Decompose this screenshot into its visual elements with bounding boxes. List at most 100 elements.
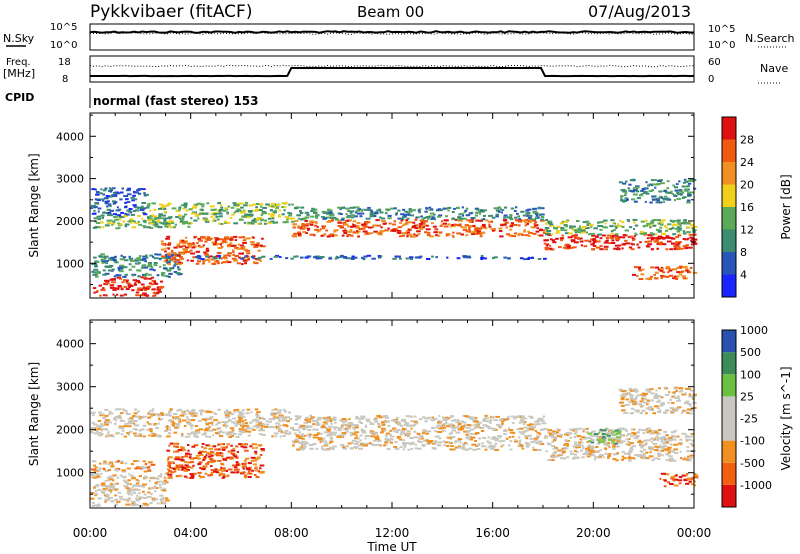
range-cell <box>690 239 693 242</box>
range-cell <box>306 213 310 216</box>
range-cell <box>217 427 221 430</box>
y-tick-label: 2000 <box>56 424 84 437</box>
range-cell <box>453 207 456 210</box>
range-cell <box>578 427 583 430</box>
range-cell <box>274 408 278 411</box>
range-cell <box>195 250 200 253</box>
range-cell <box>207 237 212 240</box>
range-cell <box>239 218 243 221</box>
range-cell <box>112 220 116 223</box>
range-cell <box>526 429 530 432</box>
range-cell <box>212 219 215 222</box>
range-cell <box>307 222 310 225</box>
range-cell <box>143 221 147 224</box>
range-cell <box>95 485 99 488</box>
range-cell <box>544 428 548 430</box>
range-cell <box>691 476 694 479</box>
range-cell <box>465 436 470 439</box>
range-cell <box>542 231 548 234</box>
range-cell <box>499 235 504 238</box>
range-cell <box>408 415 414 418</box>
range-cell <box>203 429 208 432</box>
range-cell <box>163 479 167 482</box>
range-cell <box>368 226 372 229</box>
range-cell <box>580 237 583 240</box>
range-cell <box>630 248 635 251</box>
range-cell <box>409 258 413 261</box>
range-cell <box>532 448 538 451</box>
range-cell <box>609 429 614 432</box>
range-cell <box>271 409 274 412</box>
nsearch-bottom-tick: 10^0 <box>708 40 735 51</box>
range-cell <box>419 223 423 226</box>
range-cell <box>309 220 314 223</box>
range-cell <box>660 232 665 235</box>
range-cell <box>152 220 155 223</box>
range-cell <box>158 417 160 420</box>
range-cell <box>253 474 257 476</box>
range-cell <box>317 257 323 260</box>
range-cell <box>104 265 109 268</box>
range-cell <box>158 217 163 220</box>
range-cell <box>156 480 161 483</box>
range-cell <box>407 448 410 451</box>
range-cell <box>255 466 258 469</box>
range-cell <box>675 236 679 239</box>
range-cell <box>309 233 315 236</box>
range-cell <box>151 279 156 282</box>
range-cell <box>154 217 160 220</box>
range-cell <box>552 447 556 450</box>
range-cell <box>612 447 616 450</box>
range-cell <box>337 219 342 222</box>
range-cell <box>178 206 182 209</box>
range-cell <box>311 418 314 421</box>
range-cell <box>324 418 329 421</box>
range-cell <box>645 412 648 415</box>
range-cell <box>501 211 503 214</box>
range-cell <box>235 445 239 448</box>
range-cell <box>650 266 654 269</box>
range-cell <box>90 427 96 430</box>
range-cell <box>163 430 168 432</box>
range-cell <box>99 255 104 258</box>
range-cell <box>671 227 675 229</box>
range-cell <box>424 231 428 234</box>
range-cell <box>306 434 309 437</box>
range-cell <box>122 294 125 297</box>
range-cell <box>578 441 582 444</box>
range-cell <box>272 221 277 224</box>
range-cell <box>673 245 677 248</box>
range-cell <box>193 204 196 207</box>
range-cell <box>271 413 277 416</box>
range-cell <box>288 214 292 217</box>
range-cell <box>125 198 129 201</box>
range-cell <box>400 219 404 222</box>
range-cell <box>99 221 104 224</box>
range-cell <box>551 454 554 456</box>
range-cell <box>551 436 556 439</box>
range-cell <box>478 437 482 440</box>
range-cell <box>480 256 485 259</box>
range-cell <box>226 211 229 214</box>
range-cell <box>595 240 601 243</box>
range-cell <box>545 450 548 453</box>
range-cell <box>528 231 533 234</box>
range-cell <box>120 462 124 464</box>
range-cell <box>386 420 391 423</box>
range-cell <box>411 424 415 427</box>
range-cell <box>424 420 428 423</box>
range-cell <box>493 437 498 440</box>
range-cell <box>96 484 100 486</box>
range-cell <box>216 471 219 474</box>
range-cell <box>437 234 441 237</box>
range-cell <box>684 435 690 438</box>
range-cell <box>407 228 411 231</box>
data-band <box>90 187 149 217</box>
range-cell <box>509 225 514 228</box>
range-cell <box>490 228 495 230</box>
range-cell <box>568 232 573 235</box>
range-cell <box>418 211 421 214</box>
range-cell <box>679 438 683 441</box>
range-cell <box>202 244 205 247</box>
